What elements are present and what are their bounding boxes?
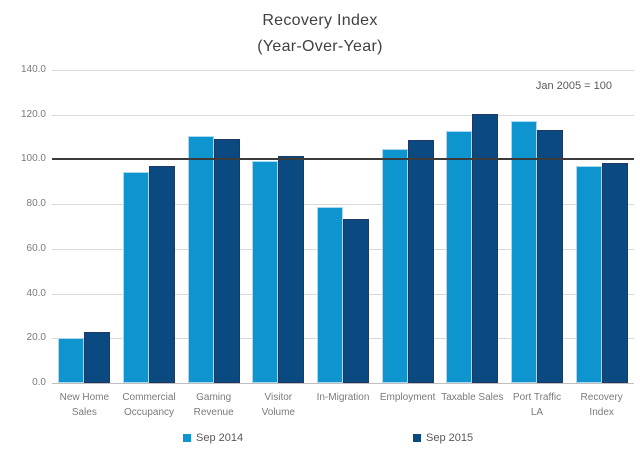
x-axis-label-gaming-revenue: Gaming Revenue: [193, 392, 234, 418]
bar-sep-2014-in-migration: [317, 207, 343, 383]
y-tick-label-100: 100.0: [20, 153, 46, 165]
chart-title-block: Recovery Index (Year-Over-Year): [0, 8, 640, 60]
bar-sep-2015-visitor-volume: [278, 156, 305, 383]
x-axis-line: [52, 383, 634, 384]
legend-swatch-sep-2015: [413, 434, 421, 442]
bar-sep-2015-recovery-index: [601, 162, 628, 383]
y-tick-label-20: 20.0: [26, 332, 46, 344]
reference-line-100: [52, 158, 634, 161]
legend-label-sep-2014: Sep 2014: [196, 432, 244, 444]
y-tick-label-40: 40.0: [26, 287, 46, 299]
gridline-140: [52, 70, 634, 71]
y-tick-label-120: 120.0: [20, 108, 46, 120]
legend-swatch-sep-2014: [183, 434, 191, 442]
bar-sep-2014-recovery-index: [575, 166, 602, 383]
bar-sep-2014-port-traffic-la: [511, 121, 537, 383]
x-axis-label-new-home-sales: New Home Sales: [59, 392, 110, 418]
gridline-80: [52, 204, 634, 206]
bar-sep-2015-in-migration: [343, 218, 369, 383]
bar-sep-2014-employment: [381, 149, 408, 383]
x-axis-label-port-traffic-la: Port Traffic LA: [512, 392, 562, 418]
bar-sep-2015-taxable-sales: [472, 113, 499, 383]
x-axis-label-recovery-index: Recovery Index: [580, 392, 623, 418]
gridline-120: [52, 114, 634, 116]
bar-sep-2015-gaming-revenue: [213, 139, 240, 383]
y-tick-label-140: 140.0: [20, 64, 46, 75]
bar-sep-2014-commercial-occupancy: [123, 171, 149, 383]
x-axis-label-in-migration: In-Migration: [316, 392, 370, 403]
baseline-annotation: Jan 2005 = 100: [535, 80, 612, 92]
bar-sep-2015-employment: [407, 140, 434, 383]
y-tick-label-0: 0.0: [32, 377, 46, 388]
bar-sep-2015-port-traffic-la: [537, 130, 563, 383]
x-axis-label-employment: Employment: [379, 392, 436, 403]
bar-sep-2015-commercial-occupancy: [149, 166, 175, 383]
bar-sep-2015-new-home-sales: [84, 331, 111, 383]
legend-item-sep-2014: Sep 2014: [183, 432, 243, 444]
bar-sep-2014-new-home-sales: [58, 338, 85, 383]
x-axis-label-visitor-volume: Visitor Volume: [261, 392, 295, 418]
legend-label-sep-2015: Sep 2015: [426, 432, 474, 444]
bar-sep-2014-taxable-sales: [446, 131, 473, 383]
x-axis-label-taxable-sales: Taxable Sales: [441, 392, 504, 403]
bar-sep-2014-gaming-revenue: [187, 135, 214, 383]
chart-title: Recovery Index: [262, 12, 378, 29]
x-axis-label-commercial-occupancy: Commercial Occupancy: [122, 392, 176, 418]
y-tick-label-80: 80.0: [26, 198, 46, 210]
legend-item-sep-2015: Sep 2015: [413, 432, 473, 444]
bar-sep-2014-visitor-volume: [252, 160, 279, 383]
y-tick-label-60: 60.0: [26, 242, 46, 254]
chart-subtitle: (Year-Over-Year): [257, 38, 383, 55]
